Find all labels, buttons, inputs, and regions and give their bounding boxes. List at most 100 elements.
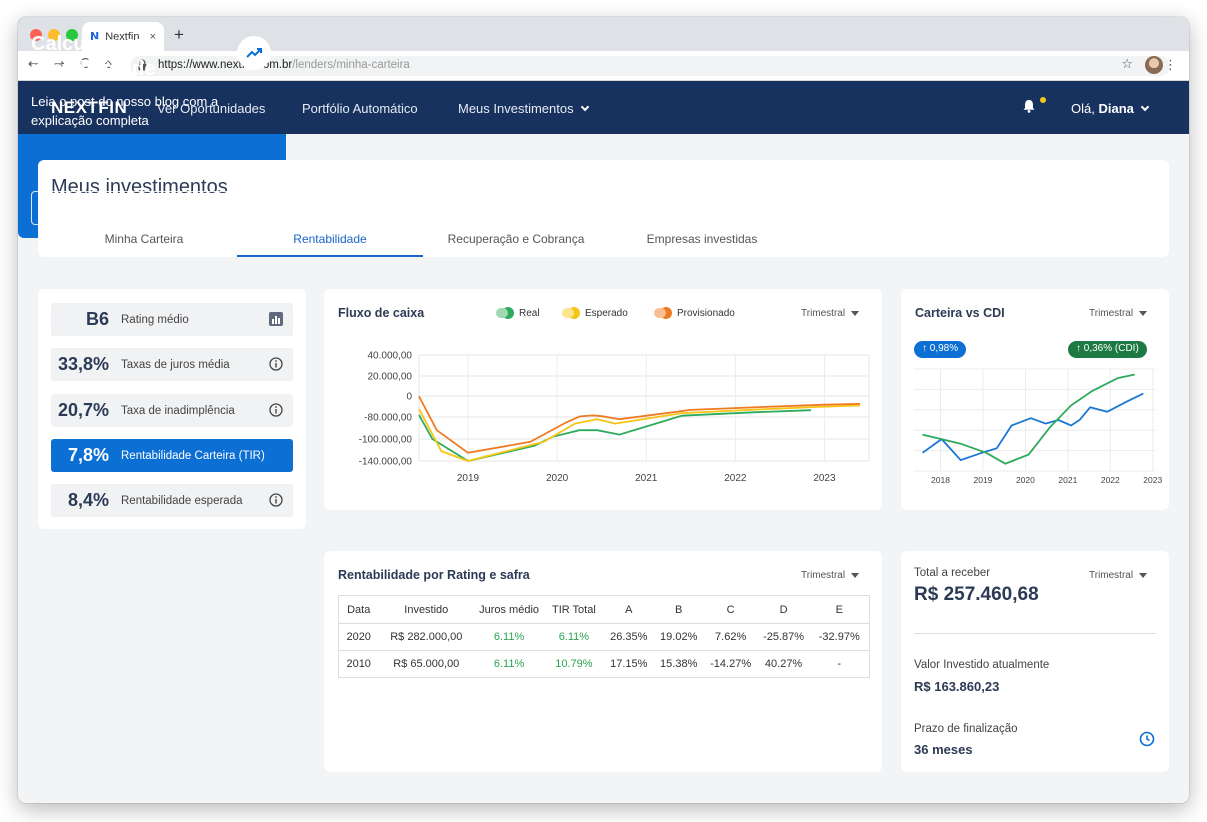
page-header-card: Meus investimentos Minha Carteira Rentab… bbox=[38, 160, 1169, 257]
x-tick-label: 2020 bbox=[546, 473, 569, 484]
legend-label: Provisionado bbox=[677, 307, 735, 319]
info-icon[interactable] bbox=[269, 357, 283, 371]
fluxo-caixa-chart: 40.000,00 20.000,00 0 -80.000,00 -100.000,00… bbox=[359, 351, 870, 484]
stat-value: 8,4% bbox=[67, 490, 109, 510]
descubra-button-label: Descubra agora mesmo! bbox=[73, 201, 211, 215]
url-field[interactable]: https://www.nextfin.com.br/lenders/minha… bbox=[130, 56, 1170, 76]
table-cell: -25.87% bbox=[757, 623, 810, 651]
tab-empresas-investidas[interactable]: Empresas investidas bbox=[646, 232, 758, 246]
browser-tab-strip: N Nextfin × + bbox=[18, 17, 1189, 51]
carteira-cdi-title: Carteira vs CDI bbox=[915, 306, 1005, 320]
tab-rentabilidade[interactable]: Rentabilidade bbox=[237, 230, 423, 257]
column-header: C bbox=[703, 595, 758, 624]
cdi-period-dropdown[interactable]: Trimestral bbox=[1089, 308, 1148, 319]
y-tick-label: 40.000,00 bbox=[368, 351, 413, 362]
legend-provisionado[interactable]: Provisionado bbox=[654, 307, 735, 319]
info-icon[interactable] bbox=[269, 403, 283, 417]
trending-up-icon bbox=[237, 36, 271, 70]
tab-recuperacao-cobranca[interactable]: Recuperação e Cobrança bbox=[447, 232, 585, 246]
close-window-button[interactable] bbox=[30, 29, 42, 41]
user-name: Diana bbox=[1098, 101, 1134, 116]
tab-close-icon[interactable]: × bbox=[149, 30, 156, 43]
nextfin-logo[interactable]: NEXTFIN bbox=[51, 98, 128, 117]
nav-portfolio-automatico[interactable]: Portfólio Automático bbox=[302, 101, 418, 116]
legend-label: Real bbox=[519, 307, 540, 319]
totals-period-dropdown[interactable]: Trimestral bbox=[1089, 570, 1148, 581]
nav-ver-oportunidades[interactable]: Ver Oportunidades bbox=[157, 101, 266, 116]
top-navigation: NEXTFIN Ver Oportunidades Portfólio Auto… bbox=[18, 81, 1189, 134]
browser-tab[interactable]: N Nextfin × bbox=[82, 22, 164, 51]
legend-swatch bbox=[496, 308, 508, 318]
totals-card: Total a receber Trimestral R$ 257.460,68… bbox=[901, 551, 1169, 772]
stat-value: B6 bbox=[85, 309, 109, 329]
y-tick-label: -80.000,00 bbox=[364, 413, 412, 424]
series-line-carteira bbox=[921, 392, 1144, 462]
stat-label: Rentabilidade Carteira (TIR) bbox=[121, 449, 265, 462]
x-tick-label: 2023 bbox=[1143, 475, 1162, 485]
column-header: TIR Total bbox=[543, 595, 604, 624]
info-icon[interactable] bbox=[269, 493, 283, 507]
clock-icon bbox=[1139, 731, 1155, 747]
fluxo-caixa-card: Fluxo de caixa Real Esperado Provisionad… bbox=[324, 289, 882, 510]
rating-period-dropdown[interactable]: Trimestral bbox=[801, 570, 860, 581]
series-line-esperado bbox=[418, 404, 861, 462]
nav-meus-investimentos[interactable]: Meus Investimentos bbox=[458, 101, 589, 116]
table-cell: 6.11% bbox=[474, 650, 544, 678]
calc-title: Calcule a sua rentabilidade bbox=[31, 33, 159, 80]
bar-chart-icon[interactable] bbox=[269, 312, 283, 326]
table-cell: 2020 bbox=[338, 623, 379, 651]
chevron-down-icon bbox=[580, 102, 589, 112]
x-tick-label: 2022 bbox=[724, 473, 747, 484]
browser-window: N Nextfin × + ← → C ⌂ https://www.nextfi… bbox=[18, 17, 1189, 803]
stat-rentabilidade-carteira[interactable]: 7,8% Rentabilidade Carteira (TIR) bbox=[51, 439, 293, 472]
x-tick-label: 2023 bbox=[813, 473, 836, 484]
x-tick-label: 2019 bbox=[973, 475, 992, 485]
fluxo-period-dropdown[interactable]: Trimestral bbox=[801, 308, 860, 319]
legend-real[interactable]: Real bbox=[496, 307, 540, 319]
forward-icon[interactable]: → bbox=[54, 57, 65, 72]
legend-esperado[interactable]: Esperado bbox=[562, 307, 628, 319]
stat-label: Taxas de juros média bbox=[121, 358, 230, 371]
back-icon[interactable]: ← bbox=[28, 57, 39, 72]
table-cell: 26.35% bbox=[603, 623, 654, 651]
prazo-label: Prazo de finalização bbox=[914, 723, 1018, 735]
profile-avatar[interactable] bbox=[1145, 56, 1163, 74]
bookmark-star-icon[interactable]: ☆ bbox=[1121, 57, 1133, 72]
caret-down-icon bbox=[1139, 310, 1148, 316]
minimize-window-button[interactable] bbox=[48, 29, 60, 41]
chevron-down-icon bbox=[1140, 102, 1150, 112]
stat-taxa-juros: 33,8% Taxas de juros média bbox=[51, 348, 293, 381]
table-cell: R$ 65.000,00 bbox=[378, 650, 475, 678]
table-cell: 6.11% bbox=[474, 623, 544, 651]
stat-value: 20,7% bbox=[57, 400, 109, 420]
stat-label: Taxa de inadimplência bbox=[121, 404, 235, 417]
bell-icon[interactable] bbox=[1022, 99, 1036, 113]
user-menu[interactable]: Olá, Diana bbox=[1071, 101, 1150, 116]
column-header: Juros médio bbox=[474, 595, 544, 624]
y-tick-label: -100.000,00 bbox=[359, 435, 413, 446]
new-tab-button[interactable]: + bbox=[174, 25, 184, 44]
series-line-cdi bbox=[922, 373, 1135, 465]
legend-label: Esperado bbox=[585, 307, 628, 319]
stat-rating-medio: B6 Rating médio bbox=[51, 303, 293, 336]
nextfin-favicon-icon: N bbox=[90, 30, 100, 43]
browser-menu-icon[interactable]: ⋮ bbox=[1164, 57, 1177, 72]
stat-inadimplencia: 20,7% Taxa de inadimplência bbox=[51, 394, 293, 427]
table-cell: -14.27% bbox=[703, 650, 758, 678]
notification-dot bbox=[1040, 97, 1046, 103]
legend-swatch bbox=[654, 308, 666, 318]
x-tick-label: 2020 bbox=[1016, 475, 1035, 485]
greeting-text: Olá, bbox=[1071, 101, 1095, 116]
dropdown-value: Trimestral bbox=[801, 308, 846, 319]
table-row: 2020 R$ 282.000,00 6.11% 6.11% 26.35% 19… bbox=[338, 623, 870, 651]
tab-minha-carteira[interactable]: Minha Carteira bbox=[104, 232, 184, 246]
column-header: B bbox=[653, 595, 704, 624]
descubra-button[interactable]: Descubra agora mesmo! bbox=[31, 191, 273, 225]
carteira-cdi-card: Carteira vs CDI Trimestral ↑ 0,98% ↑ 0,3… bbox=[901, 289, 1169, 510]
home-icon[interactable]: ⌂ bbox=[104, 57, 113, 72]
table-cell: 40.27% bbox=[757, 650, 810, 678]
portfolio-return-badge: ↑ 0,98% bbox=[914, 341, 967, 358]
maximize-window-button[interactable] bbox=[66, 29, 78, 41]
column-header: A bbox=[603, 595, 654, 624]
reload-icon[interactable]: C bbox=[80, 57, 90, 72]
